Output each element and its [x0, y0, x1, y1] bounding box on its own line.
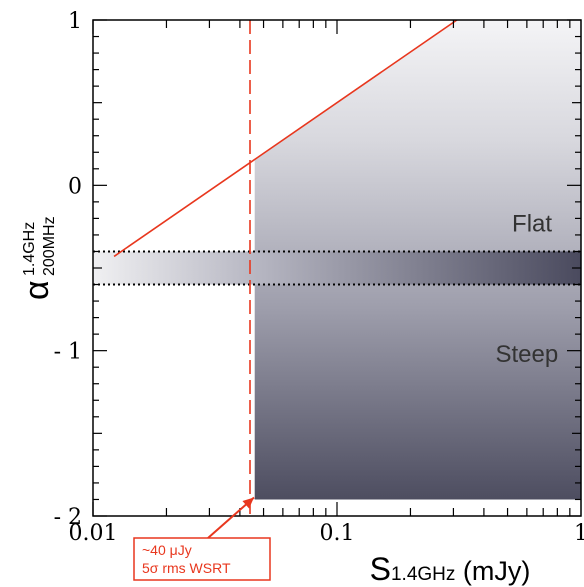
axis-ticks: [92, 19, 581, 517]
svg-text:200MHz: 200MHz: [41, 216, 58, 276]
y-tick-label: - 1: [54, 340, 82, 365]
x-tick-label: 1: [574, 521, 584, 546]
callout-line-2: 5σ rms WSRT: [142, 560, 231, 576]
x-tick-label: 0.01: [69, 521, 118, 546]
callout-line-1: ~40 μJy: [142, 542, 192, 558]
flat-steep-band: [93, 251, 581, 285]
y-tick-label: - 2: [54, 505, 82, 530]
svg-text:α: α: [18, 280, 56, 300]
callout-arrowhead: [242, 497, 255, 509]
callout-box: [133, 537, 271, 581]
y-axis-title: α 1.4GHz 200MHz: [18, 216, 58, 300]
svg-text:1.4GHz: 1.4GHz: [21, 222, 38, 276]
x-tick-label: 0.1: [320, 521, 355, 546]
limit-line: [113, 20, 458, 258]
region-label-flat: Flat: [512, 210, 552, 237]
y-tick-label: 0: [68, 174, 82, 199]
region-label-steep: Steep: [496, 341, 559, 368]
x-axis-title: S1.4GHz (mJy): [370, 551, 531, 587]
y-tick-label: 1: [68, 9, 82, 34]
rms-callout: ~40 μJy 5σ rms WSRT: [133, 496, 271, 581]
